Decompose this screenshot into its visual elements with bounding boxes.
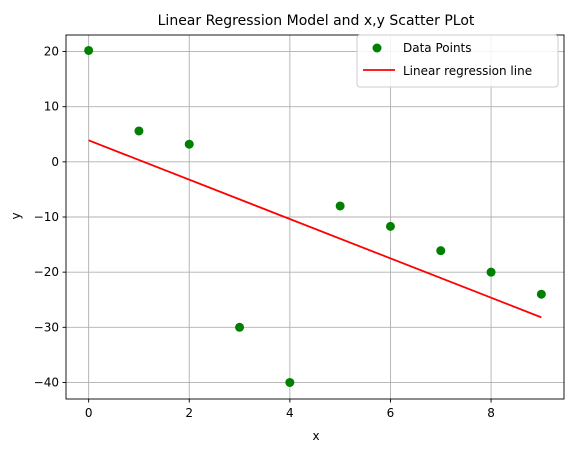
chart-title: Linear Regression Model and x,y Scatter … — [158, 13, 475, 29]
data-point — [486, 267, 496, 277]
data-point — [335, 201, 345, 211]
data-point — [235, 322, 245, 332]
y-tick-label: −40 — [34, 375, 59, 389]
legend: Data Points Linear regression line — [356, 34, 559, 88]
data-point — [184, 139, 194, 149]
data-point — [134, 126, 144, 136]
x-tick-label: 6 — [387, 406, 395, 420]
y-tick-label: 10 — [44, 100, 59, 114]
data-point — [436, 246, 446, 256]
legend-marker-data-points — [372, 43, 382, 53]
x-axis-label: x — [312, 429, 319, 443]
legend-box — [356, 34, 559, 88]
x-tick-label: 2 — [185, 406, 193, 420]
x-tick-label: 8 — [487, 406, 495, 420]
y-tick-label: 20 — [44, 45, 59, 59]
data-point — [385, 221, 395, 231]
x-axis: 0 2 4 6 8 — [85, 399, 495, 420]
data-point — [84, 45, 94, 55]
legend-label-regression-line: Linear regression line — [403, 64, 532, 78]
y-tick-label: −10 — [34, 210, 59, 224]
y-axis: 20 10 0 −10 −20 −30 −40 — [34, 45, 66, 389]
legend-label-data-points: Data Points — [403, 41, 472, 55]
series-layer — [84, 45, 546, 387]
x-tick-label: 0 — [85, 406, 93, 420]
data-point — [285, 377, 295, 387]
regression-line — [88, 139, 542, 319]
y-tick-label: −20 — [34, 265, 59, 279]
y-tick-label: 0 — [51, 155, 59, 169]
x-tick-label: 4 — [286, 406, 294, 420]
y-axis-label: y — [9, 212, 23, 219]
y-tick-label: −30 — [34, 320, 59, 334]
grid — [66, 35, 564, 399]
data-point — [536, 289, 546, 299]
